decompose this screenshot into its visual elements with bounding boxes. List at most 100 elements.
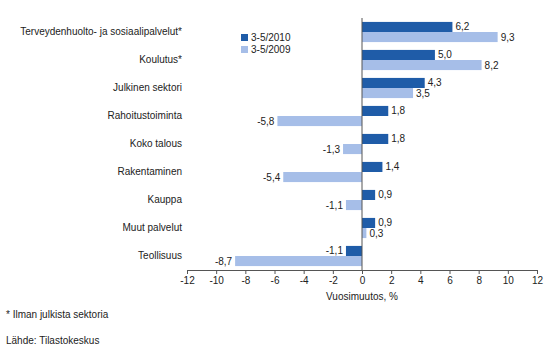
- annotation: * Ilman julkista sektoria: [6, 309, 109, 320]
- data-label: -5,4: [263, 172, 281, 183]
- tick: -10: [209, 270, 224, 286]
- legend: 3-5/20103-5/2009: [241, 32, 291, 55]
- legend-swatch: [241, 46, 248, 53]
- category-label: Julkinen sektori: [113, 82, 182, 93]
- tick-label: 6: [447, 275, 453, 286]
- tick-label: 2: [389, 275, 395, 286]
- data-label: 5,0: [438, 49, 452, 60]
- axis-line: [188, 271, 538, 275]
- tick-mark: [420, 270, 421, 274]
- bar: [235, 256, 362, 266]
- tick-mark: [508, 270, 509, 274]
- tick: Terveydenhuolto- ja sosiaalipalvelut*: [20, 26, 185, 37]
- tick-label: -12: [180, 275, 195, 286]
- annotation: Lähde: Tilastokeskus: [6, 335, 99, 346]
- tick: 8: [476, 270, 482, 286]
- plot-area: [235, 22, 498, 266]
- bar: [277, 116, 362, 126]
- tick-mark: [479, 270, 480, 274]
- data-label: 1,4: [385, 161, 399, 172]
- data-label: 6,2: [455, 21, 469, 32]
- bar: [362, 134, 388, 144]
- tick: 6: [447, 270, 453, 286]
- category-label: Koko talous: [130, 138, 182, 149]
- tick: 4: [418, 270, 424, 286]
- tick-mark: [333, 270, 334, 274]
- tick-label: 4: [418, 275, 424, 286]
- zero-line: [362, 18, 363, 270]
- data-label: 1,8: [391, 133, 405, 144]
- chart: -12 -10 -8 -6 -4 -2 0 2 4 6 8 10 12 Terveydenhuolto- …: [0, 0, 551, 355]
- bar: [362, 78, 425, 88]
- bar: [346, 246, 362, 256]
- tick: -2: [329, 270, 338, 286]
- category-label: Rakentaminen: [118, 166, 182, 177]
- data-label: 1,8: [391, 105, 405, 116]
- tick-label: 8: [476, 275, 482, 286]
- tick: Koulutus*: [139, 54, 185, 65]
- legend-label: 3-5/2009: [251, 44, 291, 55]
- bar: [362, 162, 382, 172]
- tick: 10: [503, 270, 515, 286]
- tick-label: -2: [329, 275, 338, 286]
- tick: Julkinen sektori: [113, 82, 185, 93]
- tick: Teollisuus: [138, 250, 185, 261]
- bar: [362, 106, 388, 116]
- category-label: Koulutus*: [139, 54, 182, 65]
- data-label: -1,1: [326, 245, 344, 256]
- data-label: 9,3: [501, 32, 515, 43]
- category-label: Terveydenhuolto- ja sosiaalipalvelut*: [20, 26, 182, 37]
- bar: [362, 22, 452, 32]
- data-label: -1,3: [323, 144, 341, 155]
- legend-label: 3-5/2010: [251, 32, 291, 43]
- tick-mark: [537, 270, 538, 274]
- tick-mark: [391, 270, 392, 274]
- tick: Rakentaminen: [118, 166, 185, 177]
- legend-swatch: [241, 34, 248, 41]
- bar: [343, 144, 362, 154]
- data-label: 0,3: [369, 228, 383, 239]
- bar: [362, 32, 498, 42]
- tick-label: 12: [532, 275, 544, 286]
- tick: Kauppa: [148, 194, 185, 205]
- tick-mark: [187, 270, 188, 274]
- category-label: Muut palvelut: [123, 222, 183, 233]
- tick-mark: [216, 270, 217, 274]
- bar: [283, 172, 362, 182]
- tick-mark: [245, 270, 246, 274]
- bar: [362, 60, 482, 70]
- tick: 0: [360, 270, 366, 286]
- tick-mark: [450, 270, 451, 274]
- tick: -6: [271, 270, 280, 286]
- y-axis: Terveydenhuolto- ja sosiaalipalvelut* Kou…: [20, 26, 185, 261]
- tick-mark: [362, 270, 363, 274]
- data-labels: 6,25,04,31,81,81,40,90,9-1,19,38,23,5-5,…: [215, 21, 515, 266]
- data-label: 3,5: [416, 88, 430, 99]
- tick-label: -4: [300, 275, 309, 286]
- tick-label: 0: [360, 275, 366, 286]
- tick-mark: [304, 270, 305, 274]
- data-label: 8,2: [485, 60, 499, 71]
- tick-label: -6: [271, 275, 280, 286]
- tick: 2: [389, 270, 395, 286]
- tick-mark: [275, 270, 276, 274]
- tick: Muut palvelut: [123, 222, 185, 233]
- category-label: Kauppa: [148, 194, 183, 205]
- tick: -4: [300, 270, 309, 286]
- tick: Koko talous: [130, 138, 185, 149]
- bar: [362, 50, 435, 60]
- tick: Rahoitustoiminta: [108, 110, 185, 121]
- axis-title: Vuosimuutos, %: [326, 291, 398, 302]
- category-label: Rahoitustoiminta: [108, 110, 183, 121]
- tick-label: -10: [209, 275, 224, 286]
- category-label: Teollisuus: [138, 250, 182, 261]
- tick-label: 10: [503, 275, 515, 286]
- bar: [346, 200, 362, 210]
- bar: [362, 228, 366, 238]
- bar: [362, 88, 413, 98]
- tick: -8: [241, 270, 250, 286]
- tick-label: -8: [241, 275, 250, 286]
- x-axis: -12 -10 -8 -6 -4 -2 0 2 4 6 8 10 12: [180, 270, 543, 286]
- bar: [362, 218, 375, 228]
- data-label: 0,9: [378, 189, 392, 200]
